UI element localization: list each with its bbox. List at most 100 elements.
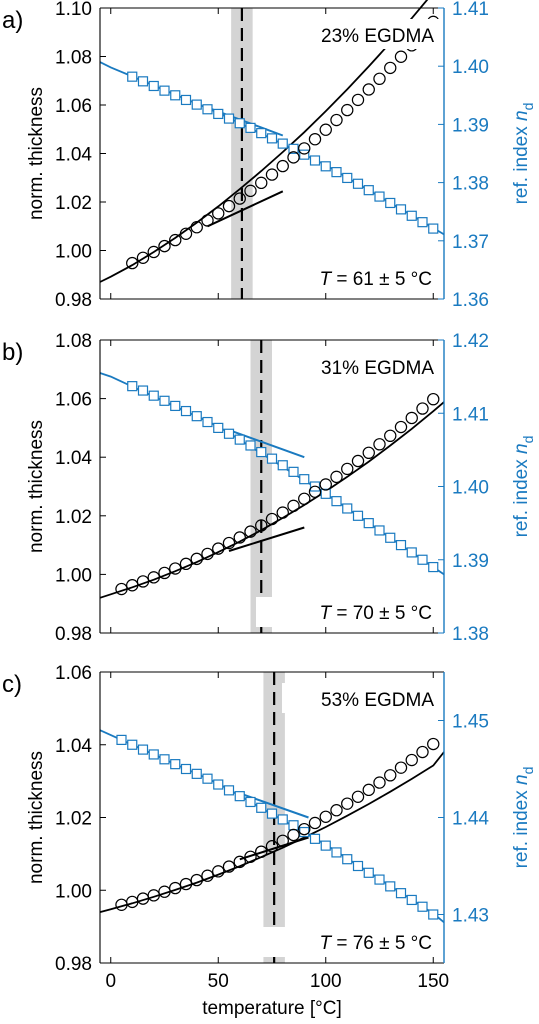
thickness-point <box>384 769 397 782</box>
refindex-point <box>202 104 213 115</box>
refindex-point <box>127 381 138 392</box>
refindex-point <box>137 744 149 755</box>
thickness-point <box>351 454 365 468</box>
thickness-point <box>384 429 397 443</box>
y-right-tick-label: 1.38 <box>452 624 489 645</box>
thickness-point <box>158 885 171 898</box>
y-left-tick-label: 1.00 <box>55 881 92 902</box>
refindex-point <box>299 474 310 485</box>
thickness-point <box>276 506 289 519</box>
thickness-point <box>362 83 375 96</box>
y-left-tick-label: 1.10 <box>55 0 92 20</box>
y-left-axis-label: norm. thickness <box>26 751 47 884</box>
refindex-point <box>180 405 192 417</box>
thickness-point <box>341 462 354 476</box>
refindex-point <box>288 143 299 154</box>
transition-label-background <box>256 263 442 293</box>
y-right-axis-label-main: ref. index <box>511 454 532 537</box>
refindex-point <box>148 80 159 92</box>
x-tick-label: 100 <box>310 971 342 992</box>
thickness-point <box>405 753 418 767</box>
y-right-tick-label: 1.36 <box>452 290 489 311</box>
y-right-axis-label: ref. index nd <box>511 767 536 869</box>
thickness-point <box>233 192 246 205</box>
refindex-point <box>342 503 353 514</box>
thickness-point <box>244 525 257 538</box>
y-right-tick-label: 1.40 <box>452 57 489 78</box>
refindex-point <box>213 422 224 433</box>
refindex-point <box>191 768 202 779</box>
thickness-point <box>126 256 139 270</box>
thickness-point <box>319 123 332 136</box>
refindex-point <box>277 138 288 149</box>
thickness-point <box>405 411 418 425</box>
y-left-tick-label: 1.04 <box>55 145 92 166</box>
y-left-tick-label: 1.02 <box>55 193 92 214</box>
thickness-tangent-line <box>228 526 305 552</box>
refindex-point <box>363 185 374 196</box>
thickness-point <box>136 575 150 588</box>
y-right-axis-label-main: ref. index <box>511 121 532 204</box>
thickness-point <box>179 557 193 571</box>
y-left-tick-label: 1.04 <box>55 448 92 469</box>
refindex-point <box>309 833 321 844</box>
thickness-point <box>158 239 171 253</box>
thickness-point <box>276 159 289 173</box>
annotation-background <box>282 19 442 49</box>
refindex-point <box>417 217 428 228</box>
refindex-point <box>277 814 288 825</box>
thickness-point <box>201 547 214 561</box>
refindex-point <box>406 894 417 906</box>
refindex-point <box>256 446 267 458</box>
y-right-tick-label: 1.45 <box>452 712 489 733</box>
thickness-point <box>212 207 225 220</box>
refindex-point <box>320 840 331 851</box>
thickness-point <box>351 93 365 107</box>
refindex-point <box>363 518 374 529</box>
y-right-axis-label-main: ref. index <box>511 785 532 868</box>
thickness-point <box>276 834 289 847</box>
y-left-tick-label: 1.04 <box>55 736 92 757</box>
refindex-point <box>352 510 364 521</box>
y-right-axis-label: ref. index nd <box>511 103 536 205</box>
thickness-point <box>222 199 236 213</box>
y-left-tick-label: 0.98 <box>55 624 92 645</box>
refindex-point <box>374 525 385 536</box>
thickness-point <box>255 845 268 858</box>
refindex-point <box>127 739 138 750</box>
y-right-axis-label-symbol: n <box>511 774 532 785</box>
y-left-tick-label: 1.08 <box>55 48 92 69</box>
annotation-background <box>282 351 442 381</box>
y-right-tick-label: 1.37 <box>452 232 489 253</box>
y-left-tick-label: 1.00 <box>55 242 92 263</box>
refindex-point <box>395 539 407 551</box>
transition-label-background <box>256 927 442 957</box>
thickness-point <box>373 438 386 451</box>
thickness-tangent-line <box>207 190 284 228</box>
thickness-point <box>265 840 279 853</box>
thickness-point <box>179 877 193 891</box>
y-left-tick-label: 1.08 <box>55 331 92 352</box>
thickness-point <box>255 176 268 190</box>
refindex-point <box>159 395 170 406</box>
thickness-point <box>427 392 440 406</box>
refindex-point <box>352 860 364 872</box>
y-left-tick-label: 1.02 <box>55 507 92 528</box>
refindex-point <box>331 847 342 858</box>
y-right-axis-label-sub: d <box>520 103 536 111</box>
refindex-point <box>309 155 321 166</box>
refindex-point <box>256 128 267 139</box>
y-left-axis-label: norm. thickness <box>26 87 47 220</box>
refindex-point <box>234 791 245 802</box>
thickness-point <box>287 499 300 513</box>
thickness-point <box>190 552 203 566</box>
thickness-point <box>341 103 354 117</box>
thickness-point <box>287 828 300 842</box>
refindex-point <box>223 428 235 439</box>
thickness-point <box>190 221 203 234</box>
y-left-tick-label: 1.06 <box>55 663 92 684</box>
thickness-point <box>136 251 150 264</box>
transition-label-symbol: T <box>319 933 332 954</box>
refindex-point <box>191 411 202 422</box>
thickness-point <box>362 783 375 797</box>
